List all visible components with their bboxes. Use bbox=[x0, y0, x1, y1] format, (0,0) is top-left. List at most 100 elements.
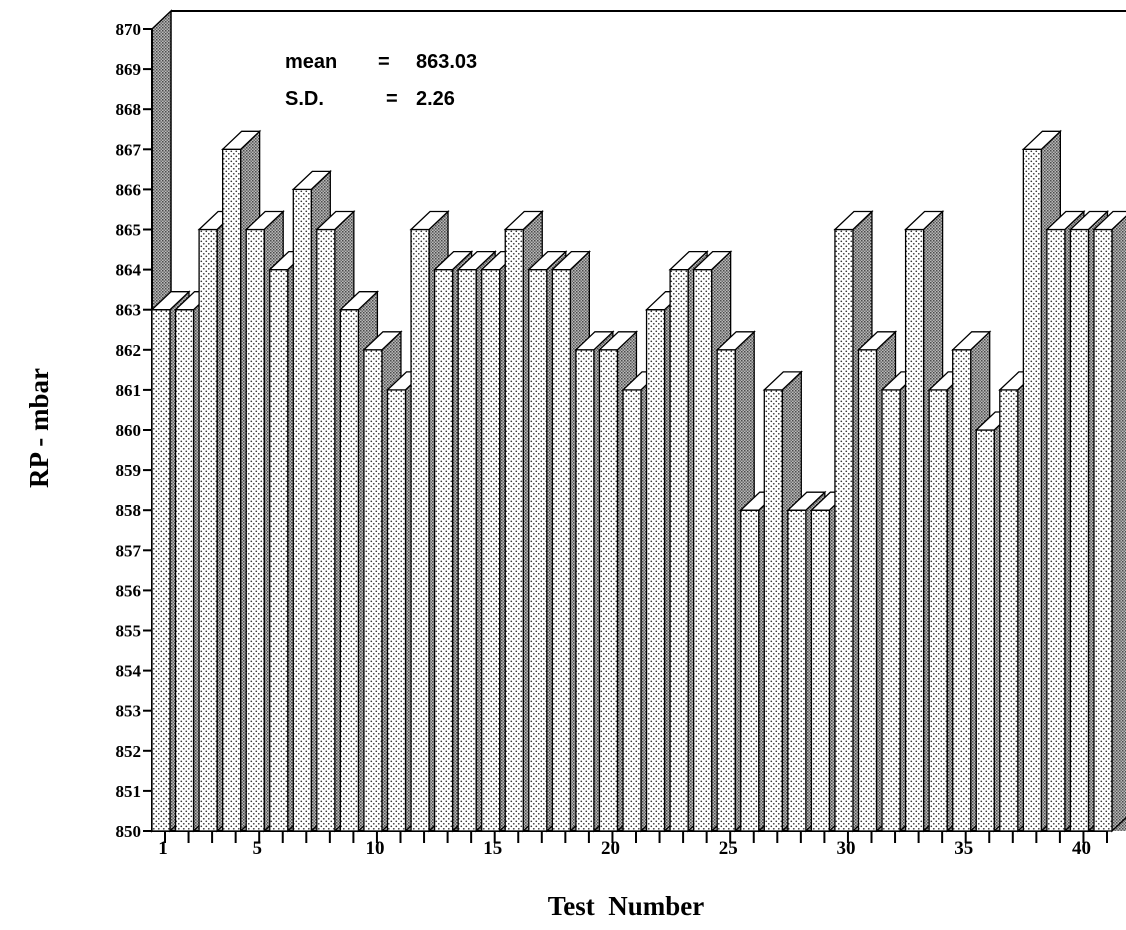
bars bbox=[150, 129, 1126, 833]
bar-top bbox=[951, 331, 992, 351]
bar-front bbox=[551, 268, 571, 832]
bar-front bbox=[151, 309, 171, 832]
sd-equals: = bbox=[386, 88, 398, 110]
bar-top bbox=[692, 250, 733, 271]
bar-front bbox=[740, 509, 760, 832]
y-tick-label: 865 bbox=[116, 221, 142, 240]
bar-front bbox=[174, 309, 195, 832]
bar-front bbox=[857, 349, 878, 832]
bar-top bbox=[1068, 210, 1110, 231]
bar-top bbox=[503, 210, 544, 231]
bar-top bbox=[668, 250, 709, 271]
bar-front bbox=[693, 268, 713, 832]
x-axis-title: Test Number bbox=[548, 891, 705, 921]
x-axis: 1 5 10 15 20 25 30 35 40 bbox=[158, 832, 1108, 859]
bar-front bbox=[763, 389, 783, 832]
y-tick-label: 862 bbox=[116, 341, 142, 360]
mean-value: 863.03 bbox=[416, 51, 477, 73]
y-tick-label: 866 bbox=[116, 180, 142, 199]
y-tick-label: 858 bbox=[116, 501, 142, 520]
bar-top bbox=[1045, 210, 1086, 231]
y-tick-label: 855 bbox=[116, 622, 142, 641]
bar-front bbox=[598, 349, 619, 832]
bar-front bbox=[363, 349, 383, 832]
bar-front bbox=[528, 268, 548, 832]
bar-top bbox=[903, 210, 945, 231]
y-axis-title: RP - mbar bbox=[24, 368, 54, 488]
bar-front bbox=[1069, 228, 1090, 832]
bar-top bbox=[856, 331, 898, 351]
sd-value: 2.26 bbox=[416, 88, 455, 110]
bar-front bbox=[410, 228, 430, 832]
bar-front bbox=[292, 188, 312, 832]
y-tick-label: 859 bbox=[116, 461, 142, 480]
bar-top bbox=[456, 250, 497, 271]
y-tick-label: 851 bbox=[116, 782, 142, 801]
bar-front bbox=[1022, 148, 1042, 832]
bar-front bbox=[645, 309, 666, 832]
bar-front bbox=[504, 228, 524, 832]
bar-front bbox=[245, 228, 265, 832]
y-tick-label: 853 bbox=[116, 702, 142, 721]
bar-front bbox=[269, 268, 289, 832]
x-tick-label: 5 bbox=[252, 838, 262, 859]
bar-front bbox=[975, 429, 995, 832]
bar-front bbox=[386, 389, 407, 832]
bar-front bbox=[834, 228, 854, 832]
bar-front bbox=[575, 349, 595, 832]
bar-side bbox=[1111, 215, 1126, 833]
y-tick-label: 867 bbox=[116, 140, 142, 159]
x-tick-label: 15 bbox=[483, 838, 502, 859]
bar-front bbox=[904, 228, 925, 832]
bar-front bbox=[339, 309, 360, 832]
bar-top bbox=[362, 331, 403, 351]
y-tick-label: 870 bbox=[116, 20, 142, 39]
y-tick-label: 861 bbox=[116, 381, 142, 400]
bar-front bbox=[952, 349, 972, 832]
y-tick-label: 856 bbox=[116, 581, 142, 600]
x-tick-label: 10 bbox=[365, 838, 384, 859]
bar-front bbox=[881, 389, 901, 832]
bar-front bbox=[810, 509, 831, 832]
bar-top bbox=[150, 291, 191, 311]
bar-top bbox=[762, 371, 803, 391]
bar-front bbox=[316, 228, 336, 832]
bar-top bbox=[786, 491, 827, 511]
mean-label: mean bbox=[285, 51, 337, 73]
bar-front bbox=[787, 509, 807, 832]
bar-front bbox=[669, 268, 689, 832]
bar-front bbox=[1046, 228, 1066, 832]
bar-top bbox=[221, 130, 262, 150]
bar-top bbox=[315, 210, 356, 231]
bar-front bbox=[457, 268, 477, 832]
bar-front bbox=[198, 228, 218, 832]
sd-label: S.D. bbox=[285, 88, 324, 110]
bar bbox=[1092, 210, 1126, 833]
bar-front bbox=[928, 389, 948, 832]
y-tick-label: 868 bbox=[116, 100, 142, 119]
bar-top bbox=[574, 331, 615, 351]
bar-front bbox=[433, 268, 454, 832]
bar-front bbox=[481, 268, 501, 832]
y-tick-label: 864 bbox=[116, 261, 142, 280]
bar-top bbox=[527, 250, 568, 271]
bar-top bbox=[244, 210, 285, 231]
bar-top bbox=[432, 250, 474, 271]
bar-top bbox=[1021, 130, 1062, 150]
y-tick-label: 850 bbox=[116, 822, 142, 841]
x-tick-label: 25 bbox=[719, 838, 738, 859]
bar-top bbox=[715, 331, 756, 351]
x-tick-label: 35 bbox=[954, 838, 973, 859]
x-tick-label: 30 bbox=[836, 838, 855, 859]
y-tick-label: 852 bbox=[116, 742, 142, 761]
y-axis: 850 851 852 853 854 855 856 857 858 859 860 861 862 8… bbox=[116, 20, 152, 841]
x-tick-label: 20 bbox=[601, 838, 620, 859]
bar-front bbox=[999, 389, 1019, 832]
mean-equals: = bbox=[378, 51, 390, 73]
bar-top bbox=[291, 170, 332, 191]
bar-front bbox=[716, 349, 736, 832]
bar-front bbox=[622, 389, 642, 832]
y-tick-label: 863 bbox=[116, 301, 142, 320]
bar-front bbox=[221, 148, 242, 832]
